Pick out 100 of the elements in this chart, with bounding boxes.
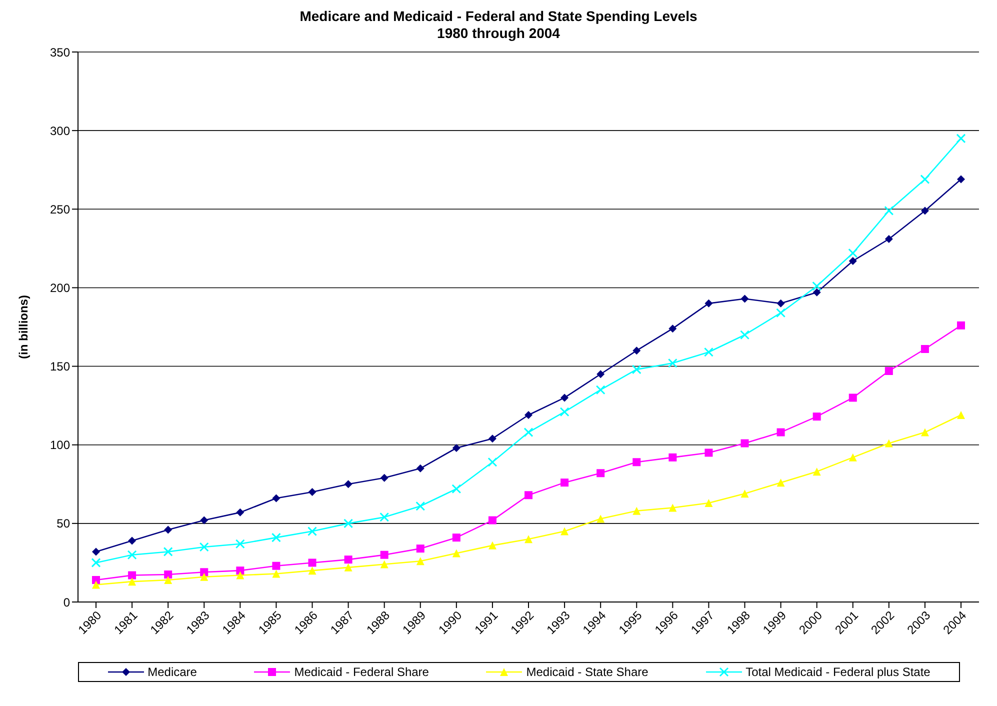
y-tick-label: 100 bbox=[50, 438, 70, 452]
point bbox=[524, 411, 532, 419]
point bbox=[452, 534, 460, 542]
y-tick-label: 250 bbox=[50, 202, 70, 216]
point bbox=[632, 506, 641, 515]
point bbox=[163, 546, 173, 556]
point bbox=[272, 494, 280, 502]
point bbox=[200, 572, 208, 581]
point bbox=[380, 560, 388, 568]
point bbox=[632, 346, 641, 355]
point bbox=[812, 288, 821, 296]
point bbox=[344, 556, 352, 564]
point bbox=[668, 324, 677, 333]
point bbox=[524, 428, 534, 438]
point bbox=[776, 308, 786, 318]
point bbox=[488, 516, 496, 524]
point bbox=[957, 175, 965, 184]
point bbox=[236, 508, 244, 516]
point bbox=[704, 299, 713, 308]
point bbox=[848, 257, 857, 265]
point bbox=[776, 478, 785, 487]
point bbox=[884, 235, 893, 243]
point bbox=[776, 299, 785, 308]
point bbox=[164, 576, 172, 584]
point bbox=[344, 563, 352, 572]
point bbox=[884, 206, 894, 216]
point bbox=[235, 539, 245, 549]
point bbox=[668, 453, 677, 462]
point bbox=[128, 571, 136, 580]
y-tick-label: 50 bbox=[56, 516, 70, 531]
point bbox=[92, 580, 100, 589]
point bbox=[704, 448, 713, 457]
point bbox=[812, 412, 821, 421]
point bbox=[524, 535, 532, 544]
point bbox=[884, 367, 893, 375]
y-tick-label: 150 bbox=[50, 360, 70, 374]
point bbox=[812, 468, 821, 476]
point bbox=[488, 541, 496, 550]
point bbox=[308, 558, 316, 567]
y-tick-label: 300 bbox=[50, 124, 70, 138]
point bbox=[704, 499, 713, 507]
point bbox=[308, 488, 316, 496]
point bbox=[236, 571, 244, 580]
point bbox=[380, 512, 390, 522]
point bbox=[452, 444, 460, 452]
legend-label: Medicaid - State Share bbox=[526, 665, 648, 679]
point bbox=[344, 518, 354, 528]
point bbox=[920, 206, 929, 215]
point bbox=[452, 484, 462, 494]
point bbox=[236, 566, 244, 575]
point bbox=[884, 439, 893, 448]
point bbox=[704, 347, 714, 357]
point bbox=[200, 568, 208, 576]
point bbox=[308, 566, 316, 575]
point bbox=[560, 478, 569, 487]
point bbox=[488, 434, 496, 443]
legend-label: Medicaid - Federal Share bbox=[294, 665, 429, 679]
y-tick-label: 350 bbox=[50, 45, 70, 60]
point bbox=[272, 570, 280, 578]
point bbox=[416, 464, 424, 472]
point bbox=[560, 407, 570, 417]
point bbox=[92, 548, 100, 556]
point bbox=[848, 248, 858, 258]
point bbox=[920, 345, 929, 353]
legend-label: Medicare bbox=[148, 665, 197, 679]
point bbox=[127, 550, 137, 560]
point bbox=[596, 385, 606, 395]
point bbox=[776, 428, 785, 436]
point bbox=[668, 504, 677, 512]
point bbox=[452, 549, 460, 558]
point bbox=[632, 364, 642, 374]
point bbox=[416, 501, 426, 511]
point bbox=[380, 550, 388, 559]
point bbox=[596, 469, 605, 478]
point bbox=[344, 480, 352, 488]
point bbox=[957, 321, 965, 330]
point bbox=[560, 394, 569, 402]
y-tick-label: 0 bbox=[63, 595, 70, 610]
point bbox=[596, 514, 605, 523]
point bbox=[632, 458, 641, 466]
point bbox=[596, 370, 605, 378]
point bbox=[416, 557, 424, 566]
point bbox=[416, 544, 424, 553]
point bbox=[524, 491, 532, 500]
point bbox=[308, 526, 317, 536]
point bbox=[164, 570, 172, 578]
point bbox=[740, 490, 749, 498]
point bbox=[271, 532, 281, 542]
point bbox=[488, 457, 498, 467]
point bbox=[272, 562, 280, 570]
point bbox=[920, 174, 930, 184]
point bbox=[740, 439, 749, 448]
point bbox=[199, 542, 209, 552]
y-axis-title: (in billions) bbox=[16, 295, 30, 359]
point bbox=[668, 358, 678, 368]
point bbox=[740, 330, 750, 340]
point bbox=[200, 516, 208, 524]
point bbox=[380, 474, 388, 482]
point bbox=[812, 281, 822, 291]
chart-title: Medicare and Medicaid - Federal and State Spending Levels 1980 through 2004 bbox=[298, 8, 698, 42]
